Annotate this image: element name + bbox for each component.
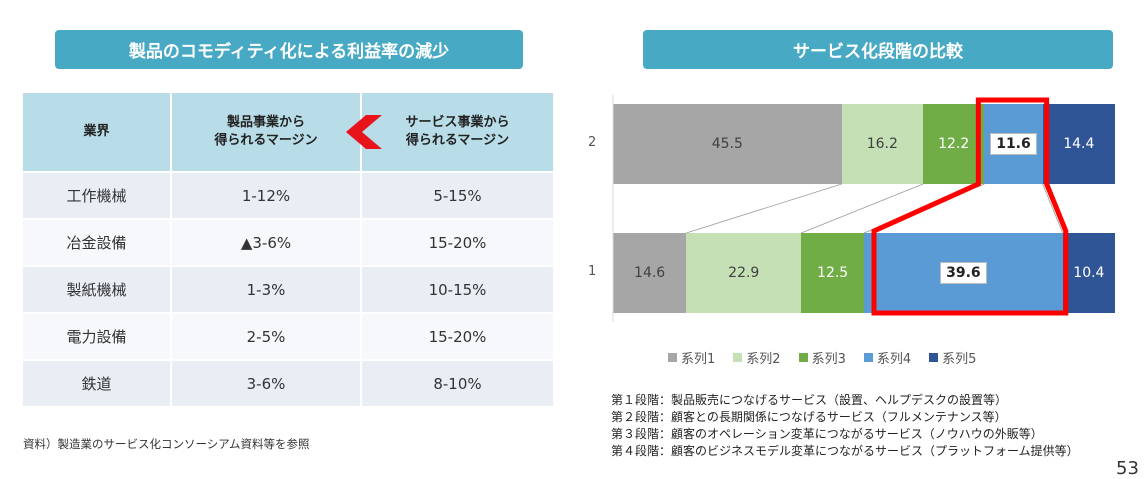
source-note: 資料）製造業のサービス化コンソーシアム資料等を参照 (23, 437, 310, 451)
industry-cell: 鉄道 (23, 359, 171, 406)
industry-cell: 電力設備 (23, 312, 171, 360)
industry-cell: 冶金設備 (23, 218, 171, 266)
chart-legend: 系列1 系列2 系列3 系列4 系列5 (668, 348, 976, 367)
connector-line (1042, 183, 1064, 234)
bar-segment: 16.2 (841, 104, 924, 184)
product-margin-cell: 3-6% (170, 359, 361, 406)
stage-note: 第４段階：顧客のビジネスモデル変革につながるサービス（プラットフォーム提供等） (611, 444, 1079, 458)
legend-label: 系列2 (746, 352, 781, 367)
stage-note: 第１段階：製品販売につなげるサービス（設置、ヘルプデスクの設置等） (611, 393, 1008, 407)
bar-segment: 12.5 (801, 233, 864, 313)
industry-cell: 製紙機械 (23, 265, 171, 313)
bar-segment: 22.9 (686, 233, 802, 313)
legend-swatch (668, 353, 677, 362)
bar-segment: 45.5 (613, 104, 842, 184)
bar-segment: 10.4 (1062, 233, 1115, 313)
data-label: 14.6 (634, 265, 666, 281)
legend-item: 系列4 (863, 348, 912, 367)
bar-segment: 39.6 (864, 233, 1063, 313)
legend-item: 系列1 (668, 348, 715, 367)
service-margin-cell: 15-20% (360, 312, 553, 360)
category-label: 1 (588, 264, 597, 279)
legend-label: 系列1 (681, 352, 716, 367)
category-label: 2 (588, 135, 597, 150)
service-margin-cell: 8-10% (360, 359, 553, 406)
legend-swatch (863, 353, 873, 362)
legend-swatch (798, 353, 808, 362)
stage-note: 第２段階：顧客との長期関係につなげるサービス（フルメンテナンス等） (611, 410, 1007, 424)
product-margin-cell: 1-3% (170, 265, 361, 313)
stage-notes: 第１段階：製品販売につなげるサービス（設置、ヘルプデスクの設置等） 第２段階：顧… (611, 392, 1079, 460)
data-label: 12.2 (938, 136, 970, 152)
legend-item: 系列2 (733, 348, 781, 367)
data-label: 14.4 (1063, 136, 1095, 152)
table-header-row: 業界 製品事業から 得られるマージン サービス事業から 得られるマージン (23, 93, 553, 172)
data-label: 16.2 (866, 136, 898, 152)
bar-segment: 14.4 (1042, 104, 1115, 184)
table-row: 電力設備 2-5% 15-20% (23, 312, 553, 360)
left-panel-title: 製品のコモディティ化による利益率の減少 (55, 30, 523, 69)
legend-item: 系列5 (929, 348, 976, 367)
header-product-margin: 製品事業から 得られるマージン (170, 93, 361, 172)
legend-label: 系列4 (876, 352, 912, 367)
connector-line (801, 183, 924, 234)
legend-label: 系列3 (811, 352, 846, 367)
bar-segment: 11.6 (984, 104, 1043, 184)
table-row: 工作機械 1-12% 5-15% (23, 171, 553, 219)
connector-line (686, 183, 842, 234)
product-margin-cell: 1-12% (170, 171, 361, 219)
service-margin-cell: 5-15% (360, 171, 553, 219)
margin-table: 業界 製品事業から 得られるマージン サービス事業から 得られるマージン 工作機… (23, 93, 553, 406)
legend-swatch (929, 353, 939, 362)
header-service-margin: サービス事業から 得られるマージン (346, 93, 553, 172)
chevron-left-icon (346, 115, 382, 149)
page-number: 53 (1116, 458, 1139, 479)
product-margin-cell: 2-5% (170, 312, 361, 360)
data-label: 11.6 (990, 133, 1037, 155)
table-row: 鉄道 3-6% 8-10% (23, 359, 553, 406)
bar-segment: 14.6 (613, 233, 687, 313)
right-panel-title: サービス化段階の比較 (643, 30, 1113, 69)
data-label: 22.9 (728, 265, 760, 281)
legend-item: 系列3 (798, 348, 846, 367)
industry-cell: 工作機械 (23, 171, 171, 219)
table-row: 冶金設備 ▲3-6% 15-20% (23, 218, 553, 266)
legend-swatch (733, 353, 743, 362)
connector-line (863, 183, 985, 234)
table-row: 製紙機械 1-3% 10-15% (23, 265, 553, 313)
stage-note: 第３段階：顧客のオペレーション変革につながるサービス（ノウハウの外販等） (611, 427, 1043, 441)
bar-segment: 12.2 (923, 104, 985, 184)
header-industry: 業界 (23, 93, 171, 172)
service-margin-cell: 15-20% (360, 218, 553, 266)
data-label: 45.5 (711, 136, 743, 152)
data-label: 12.5 (817, 265, 849, 281)
service-margin-cell: 10-15% (360, 265, 553, 313)
data-label: 10.4 (1073, 265, 1105, 281)
data-label: 39.6 (940, 262, 987, 284)
legend-label: 系列5 (942, 352, 977, 367)
product-margin-cell: ▲3-6% (170, 218, 361, 266)
